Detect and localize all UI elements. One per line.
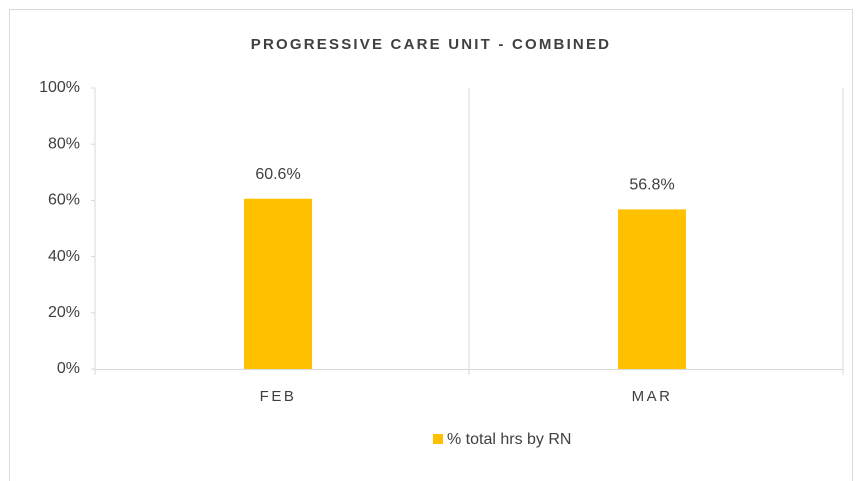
y-tick-label: 0%: [57, 360, 80, 377]
chart-title: PROGRESSIVE CARE UNIT - COMBINED: [251, 36, 611, 53]
data-label: 56.8%: [629, 177, 674, 194]
y-tick-label: 40%: [48, 248, 80, 265]
data-label: 60.6%: [255, 166, 300, 183]
y-tick-label: 100%: [39, 79, 80, 96]
x-tick-label: MAR: [632, 388, 673, 405]
legend-swatch: [433, 434, 443, 444]
bar: [244, 198, 312, 369]
y-tick-label: 20%: [48, 304, 80, 321]
y-tick-label: 80%: [48, 135, 80, 152]
chart-frame: [9, 9, 853, 481]
legend-label: % total hrs by RN: [447, 431, 571, 448]
x-tick-label: FEB: [260, 388, 297, 405]
y-tick-label: 60%: [48, 192, 80, 209]
bar: [618, 209, 686, 369]
